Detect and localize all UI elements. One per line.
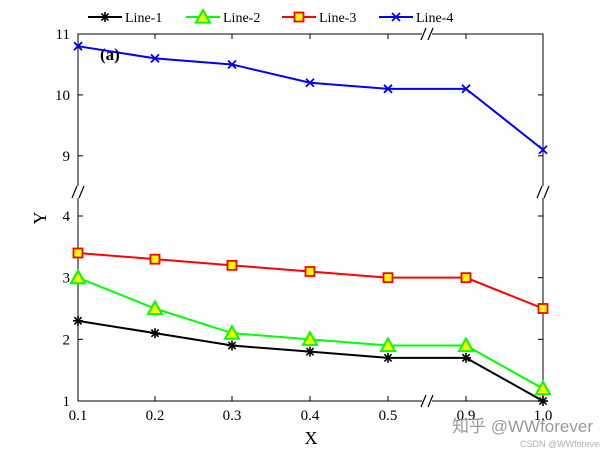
series-line [77,45,544,151]
legend-entry: Line-1 [88,11,162,26]
y-tick-label: 2 [63,332,71,348]
legend-entry: Line-4 [379,11,453,26]
axes: 1 2 3 4 9 10 11 0.1 0.2 0.3 0.4 0.5 0.9 1.0 [55,27,552,424]
data-point [227,59,237,70]
data-point [146,299,164,316]
data-point [73,315,83,326]
y-break-left [71,185,85,199]
series-line-1 [73,315,548,406]
data-point [72,247,84,259]
legend-label: Line-3 [319,11,356,26]
watermark-text: 知乎 @WWforever [452,417,593,436]
data-point [461,84,471,94]
data-point [69,268,87,285]
x-tick-label: 0.9 [457,408,476,424]
x-tick-label: 1.0 [534,408,553,424]
data-point [379,336,397,353]
x-tick-label: 0.2 [146,408,165,424]
data-point [383,84,393,94]
y-axis-title: Y [30,212,50,225]
data-point [305,78,315,88]
data-point [460,272,472,284]
x-break-bottom [420,394,434,408]
data-point [538,145,548,155]
data-point [149,253,161,265]
series-line-2 [69,268,552,396]
watermark-subtext: CSDN @WWforever [520,439,600,449]
x-axis-title: X [305,428,318,448]
data-point [227,340,237,351]
plot-frame [77,33,544,402]
legend-marker [100,12,110,22]
legend-label: Line-1 [125,11,162,26]
data-point [461,352,471,363]
data-point [383,352,393,363]
legend: Line-1 Line-2 Line-3 Line-4 [88,7,453,26]
x-break-top [420,27,434,41]
data-point [223,324,241,340]
series-line-3 [72,247,549,314]
series-layer [69,41,552,406]
x-tick-label: 0.3 [223,408,242,424]
y-tick-label: 10 [55,88,70,104]
data-point [226,259,238,271]
legend-entry: Line-2 [186,7,260,26]
data-point [301,330,319,346]
y-break-right [536,185,550,199]
series-line-4 [73,41,548,155]
series-line [77,252,544,310]
data-point [538,396,548,406]
y-tick-label: 1 [63,394,71,410]
legend-entry: Line-3 [282,11,356,26]
data-point [150,53,160,64]
data-point [150,328,160,339]
y-tick-label: 9 [63,149,71,165]
data-point [304,266,316,277]
legend-marker [194,7,212,24]
legend-marker [391,12,401,22]
data-point [382,272,394,284]
legend-label: Line-4 [416,11,453,26]
y-tick-label: 4 [63,209,71,225]
data-point [534,379,552,396]
x-tick-label: 0.5 [379,408,398,424]
y-tick-label: 3 [63,271,71,287]
data-point [537,303,549,314]
data-point [305,346,315,357]
x-tick-label: 0.1 [69,408,88,424]
y-tick-label: 11 [56,27,70,43]
legend-label: Line-2 [223,11,260,26]
data-point [457,336,475,353]
panel-label: (a) [100,45,120,64]
x-tick-label: 0.4 [301,408,320,424]
data-point [73,41,83,51]
legend-marker [293,11,305,23]
